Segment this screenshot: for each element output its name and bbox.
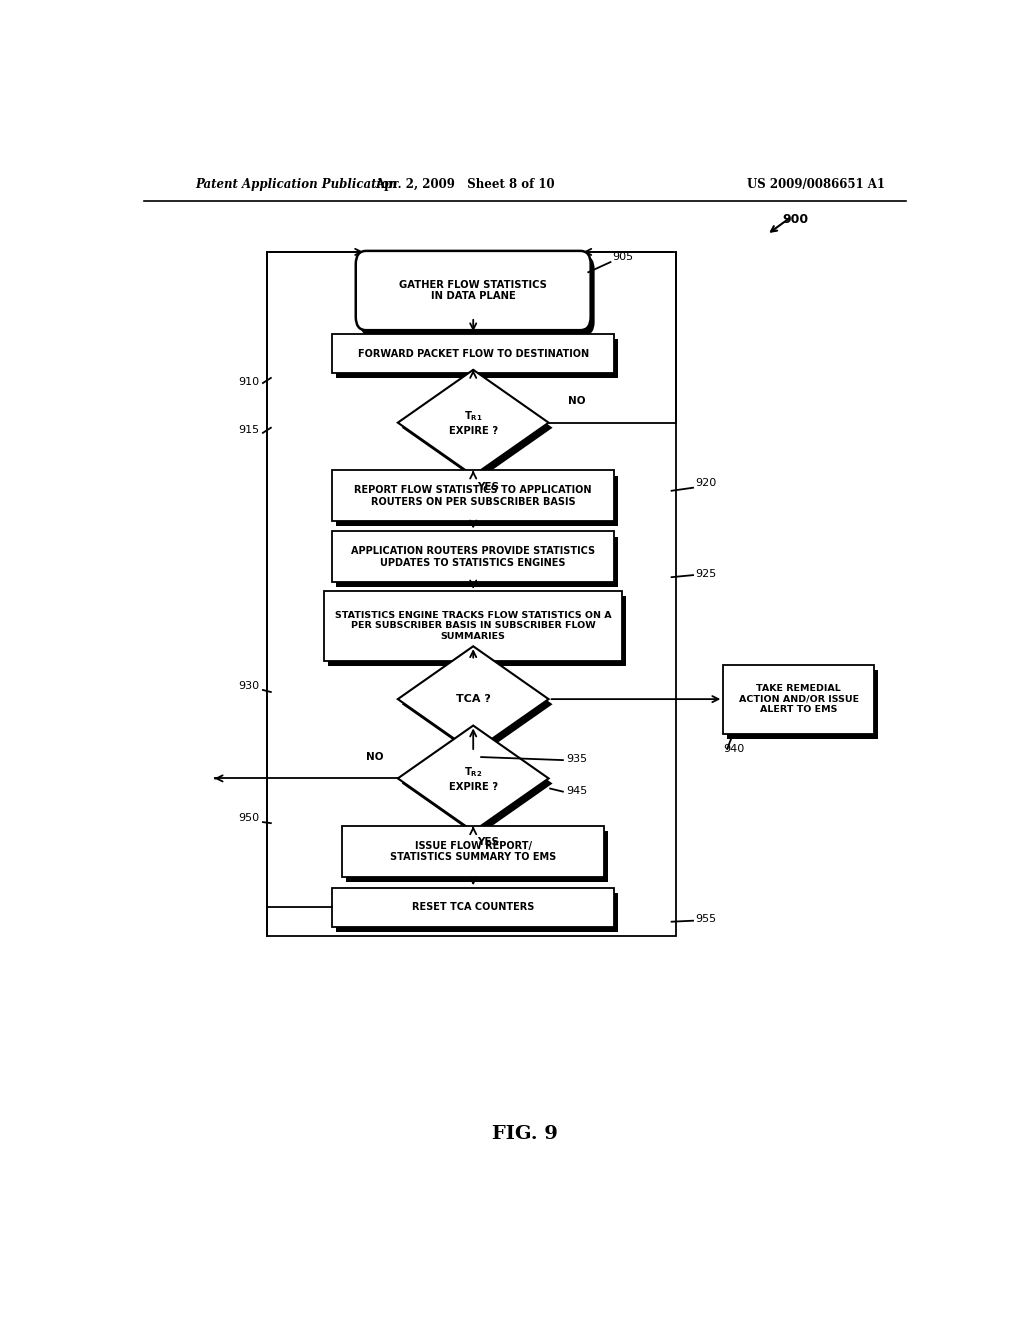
Text: US 2009/0086651 A1: US 2009/0086651 A1 <box>748 178 885 191</box>
FancyBboxPatch shape <box>355 251 591 330</box>
Text: 935: 935 <box>566 754 587 764</box>
Bar <box>333 888 614 927</box>
Text: 920: 920 <box>695 478 717 487</box>
Text: 940: 940 <box>723 744 744 754</box>
Text: TAKE REMEDIAL
ACTION AND/OR ISSUE
ALERT TO EMS: TAKE REMEDIAL ACTION AND/OR ISSUE ALERT … <box>738 684 859 714</box>
Bar <box>336 339 618 378</box>
Text: $\mathregular{T_{R2}}$
EXPIRE ?: $\mathregular{T_{R2}}$ EXPIRE ? <box>449 766 498 792</box>
Text: 915: 915 <box>238 425 259 434</box>
Polygon shape <box>401 651 553 758</box>
Bar <box>333 470 614 521</box>
Text: REPORT FLOW STATISTICS TO APPLICATION
ROUTERS ON PER SUBSCRIBER BASIS: REPORT FLOW STATISTICS TO APPLICATION RO… <box>354 484 592 507</box>
Bar <box>336 894 618 932</box>
Text: $\mathregular{T_{R1}}$
EXPIRE ?: $\mathregular{T_{R1}}$ EXPIRE ? <box>449 409 498 436</box>
Text: 910: 910 <box>238 378 259 387</box>
Text: FORWARD PACKET FLOW TO DESTINATION: FORWARD PACKET FLOW TO DESTINATION <box>357 348 589 359</box>
Text: 930: 930 <box>238 681 259 690</box>
Text: 925: 925 <box>695 569 717 579</box>
Bar <box>723 664 874 734</box>
Polygon shape <box>397 647 549 752</box>
Text: 945: 945 <box>566 785 588 796</box>
Bar <box>333 532 614 582</box>
Text: 900: 900 <box>782 213 809 226</box>
Text: STATISTICS ENGINE TRACKS FLOW STATISTICS ON A
PER SUBSCRIBER BASIS IN SUBSCRIBER: STATISTICS ENGINE TRACKS FLOW STATISTICS… <box>335 611 611 640</box>
Polygon shape <box>401 731 553 837</box>
Text: TCA ?: TCA ? <box>456 694 490 704</box>
Text: GATHER FLOW STATISTICS
IN DATA PLANE: GATHER FLOW STATISTICS IN DATA PLANE <box>399 280 547 301</box>
Bar <box>267 252 676 936</box>
Text: FIG. 9: FIG. 9 <box>492 1125 558 1143</box>
Text: YES: YES <box>477 482 499 492</box>
Text: NO: NO <box>568 396 586 407</box>
Bar <box>329 597 626 665</box>
Text: APPLICATION ROUTERS PROVIDE STATISTICS
UPDATES TO STATISTICS ENGINES: APPLICATION ROUTERS PROVIDE STATISTICS U… <box>351 546 595 568</box>
Bar <box>346 832 608 882</box>
Text: 950: 950 <box>238 813 259 824</box>
FancyBboxPatch shape <box>359 256 595 335</box>
Text: 955: 955 <box>695 913 717 924</box>
Bar <box>342 826 604 876</box>
Text: Apr. 2, 2009   Sheet 8 of 10: Apr. 2, 2009 Sheet 8 of 10 <box>376 178 555 191</box>
Text: NO: NO <box>367 752 384 762</box>
Text: ISSUE FLOW REPORT/
STATISTICS SUMMARY TO EMS: ISSUE FLOW REPORT/ STATISTICS SUMMARY TO… <box>390 841 556 862</box>
Text: 905: 905 <box>612 252 633 263</box>
Polygon shape <box>401 375 553 480</box>
Text: RESET TCA COUNTERS: RESET TCA COUNTERS <box>412 903 535 912</box>
Bar <box>333 334 614 372</box>
Bar <box>325 591 622 660</box>
Bar <box>336 536 618 587</box>
Bar <box>727 669 878 739</box>
Bar <box>336 475 618 527</box>
Text: Patent Application Publication: Patent Application Publication <box>196 178 398 191</box>
Text: YES: YES <box>477 837 499 847</box>
Polygon shape <box>397 726 549 832</box>
Polygon shape <box>397 370 549 475</box>
